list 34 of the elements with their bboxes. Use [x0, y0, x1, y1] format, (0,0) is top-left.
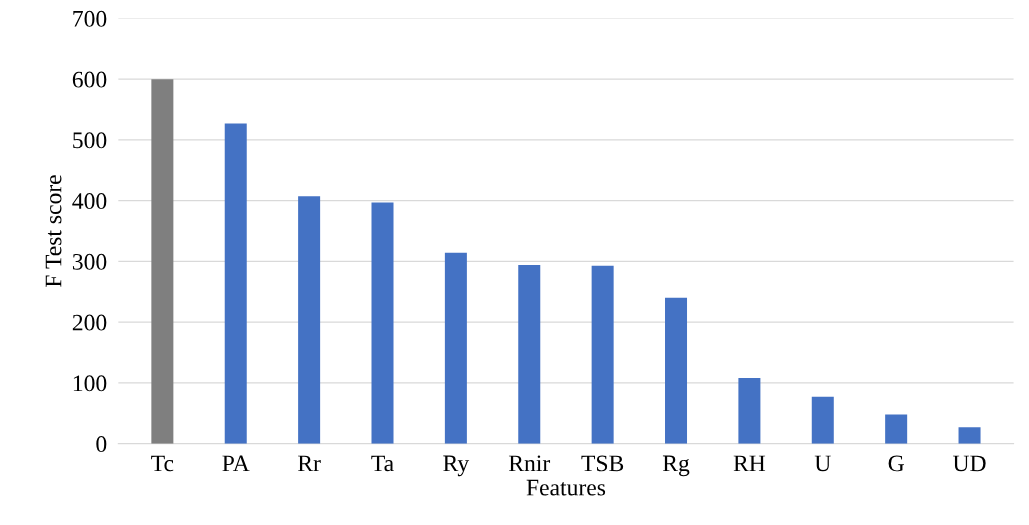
y-tick-label: 600 [72, 71, 107, 88]
y-tick-label: 400 [72, 193, 107, 210]
bar [665, 297, 688, 444]
bar [518, 265, 541, 444]
x-tick-label: Ry [443, 455, 470, 477]
bar [811, 396, 834, 444]
x-tick-label: G [888, 455, 904, 472]
bar [371, 202, 394, 444]
y-tick-label: 700 [73, 10, 107, 27]
x-tick-label: Tc [151, 455, 174, 472]
bar [298, 196, 321, 444]
x-tick-label: RH [733, 455, 766, 472]
x-axis-title: Features [526, 479, 606, 496]
y-axis-title: F Test score [45, 175, 62, 287]
x-tick-label: Rg [662, 455, 690, 477]
x-tick-label: TSB [581, 455, 624, 472]
bar [151, 79, 174, 444]
x-tick-label: UD [952, 455, 986, 472]
x-tick-label: Ta [371, 455, 394, 472]
bar [958, 427, 981, 444]
y-tick-label: 300 [72, 253, 107, 270]
y-tick-label: 0 [96, 436, 107, 453]
bar [444, 252, 467, 444]
bar [591, 265, 614, 444]
x-tick-label: U [814, 455, 831, 472]
bar [885, 414, 908, 444]
x-tick-label: PA [222, 455, 250, 472]
y-tick-label: 500 [73, 132, 107, 149]
x-tick-label: Rnir [508, 455, 551, 472]
y-tick-label: 100 [73, 375, 107, 392]
x-tick-label: Rr [297, 455, 321, 472]
bar [224, 123, 247, 444]
y-tick-label: 200 [72, 314, 107, 331]
bar [738, 378, 761, 444]
